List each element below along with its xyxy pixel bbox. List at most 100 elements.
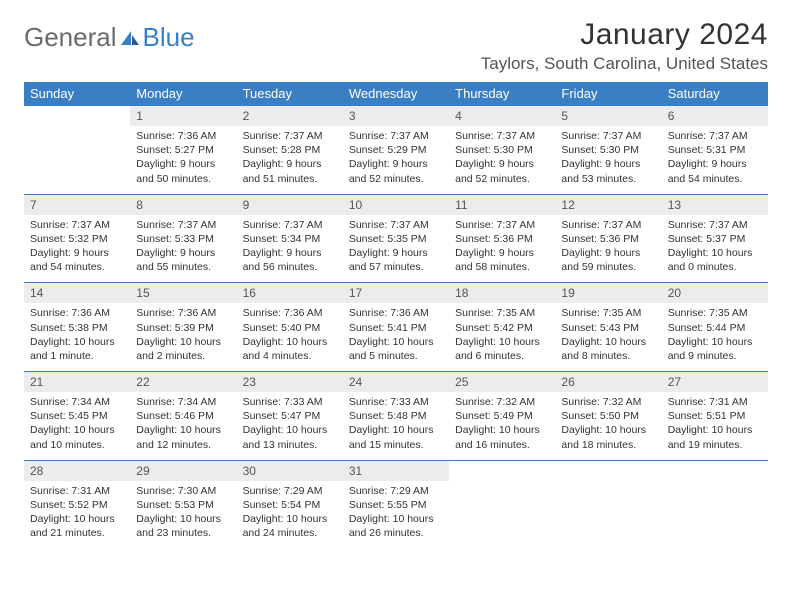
day-number: 30 — [237, 461, 343, 481]
day-details: Sunrise: 7:37 AM Sunset: 5:36 PM Dayligh… — [449, 215, 555, 283]
calendar-cell: 8Sunrise: 7:37 AM Sunset: 5:33 PM Daylig… — [130, 194, 236, 283]
day-text-empty — [662, 481, 768, 492]
day-number: 4 — [449, 106, 555, 126]
day-details: Sunrise: 7:36 AM Sunset: 5:27 PM Dayligh… — [130, 126, 236, 194]
calendar-cell: 27Sunrise: 7:31 AM Sunset: 5:51 PM Dayli… — [662, 372, 768, 461]
day-number: 17 — [343, 283, 449, 303]
calendar-cell: 5Sunrise: 7:37 AM Sunset: 5:30 PM Daylig… — [555, 106, 661, 195]
month-title: January 2024 — [481, 18, 768, 52]
calendar-row: 21Sunrise: 7:34 AM Sunset: 5:45 PM Dayli… — [24, 372, 768, 461]
calendar-cell: 21Sunrise: 7:34 AM Sunset: 5:45 PM Dayli… — [24, 372, 130, 461]
day-number: 10 — [343, 195, 449, 215]
calendar-table: SundayMondayTuesdayWednesdayThursdayFrid… — [24, 82, 768, 548]
day-number-empty — [555, 461, 661, 481]
calendar-cell: 7Sunrise: 7:37 AM Sunset: 5:32 PM Daylig… — [24, 194, 130, 283]
weekday-header: Monday — [130, 82, 236, 106]
weekday-header: Sunday — [24, 82, 130, 106]
calendar-head: SundayMondayTuesdayWednesdayThursdayFrid… — [24, 82, 768, 106]
day-number: 25 — [449, 372, 555, 392]
day-number: 19 — [555, 283, 661, 303]
day-text-empty — [24, 126, 130, 137]
day-number: 8 — [130, 195, 236, 215]
day-details: Sunrise: 7:30 AM Sunset: 5:53 PM Dayligh… — [130, 481, 236, 549]
day-details: Sunrise: 7:37 AM Sunset: 5:28 PM Dayligh… — [237, 126, 343, 194]
calendar-cell: 30Sunrise: 7:29 AM Sunset: 5:54 PM Dayli… — [237, 460, 343, 548]
day-number: 21 — [24, 372, 130, 392]
day-number: 18 — [449, 283, 555, 303]
calendar-cell: 6Sunrise: 7:37 AM Sunset: 5:31 PM Daylig… — [662, 106, 768, 195]
day-details: Sunrise: 7:32 AM Sunset: 5:50 PM Dayligh… — [555, 392, 661, 460]
day-number: 9 — [237, 195, 343, 215]
title-block: January 2024 Taylors, South Carolina, Un… — [481, 18, 768, 74]
calendar-row: 14Sunrise: 7:36 AM Sunset: 5:38 PM Dayli… — [24, 283, 768, 372]
day-details: Sunrise: 7:31 AM Sunset: 5:52 PM Dayligh… — [24, 481, 130, 549]
calendar-cell: 9Sunrise: 7:37 AM Sunset: 5:34 PM Daylig… — [237, 194, 343, 283]
calendar-cell — [449, 460, 555, 548]
day-number: 28 — [24, 461, 130, 481]
day-details: Sunrise: 7:37 AM Sunset: 5:36 PM Dayligh… — [555, 215, 661, 283]
weekday-header: Tuesday — [237, 82, 343, 106]
day-details: Sunrise: 7:37 AM Sunset: 5:30 PM Dayligh… — [555, 126, 661, 194]
location-text: Taylors, South Carolina, United States — [481, 54, 768, 74]
day-number: 31 — [343, 461, 449, 481]
weekday-row: SundayMondayTuesdayWednesdayThursdayFrid… — [24, 82, 768, 106]
day-details: Sunrise: 7:29 AM Sunset: 5:54 PM Dayligh… — [237, 481, 343, 549]
day-number: 2 — [237, 106, 343, 126]
day-number: 13 — [662, 195, 768, 215]
calendar-cell: 25Sunrise: 7:32 AM Sunset: 5:49 PM Dayli… — [449, 372, 555, 461]
calendar-cell: 22Sunrise: 7:34 AM Sunset: 5:46 PM Dayli… — [130, 372, 236, 461]
calendar-cell: 12Sunrise: 7:37 AM Sunset: 5:36 PM Dayli… — [555, 194, 661, 283]
calendar-cell: 1Sunrise: 7:36 AM Sunset: 5:27 PM Daylig… — [130, 106, 236, 195]
logo-sail-icon — [119, 29, 141, 47]
calendar-cell — [555, 460, 661, 548]
day-details: Sunrise: 7:37 AM Sunset: 5:37 PM Dayligh… — [662, 215, 768, 283]
day-text-empty — [449, 481, 555, 492]
day-number: 20 — [662, 283, 768, 303]
day-details: Sunrise: 7:37 AM Sunset: 5:32 PM Dayligh… — [24, 215, 130, 283]
day-number: 27 — [662, 372, 768, 392]
calendar-cell: 2Sunrise: 7:37 AM Sunset: 5:28 PM Daylig… — [237, 106, 343, 195]
day-details: Sunrise: 7:36 AM Sunset: 5:38 PM Dayligh… — [24, 303, 130, 371]
day-details: Sunrise: 7:37 AM Sunset: 5:29 PM Dayligh… — [343, 126, 449, 194]
calendar-row: 7Sunrise: 7:37 AM Sunset: 5:32 PM Daylig… — [24, 194, 768, 283]
day-number: 12 — [555, 195, 661, 215]
day-details: Sunrise: 7:37 AM Sunset: 5:31 PM Dayligh… — [662, 126, 768, 194]
day-number: 24 — [343, 372, 449, 392]
calendar-cell: 14Sunrise: 7:36 AM Sunset: 5:38 PM Dayli… — [24, 283, 130, 372]
day-details: Sunrise: 7:37 AM Sunset: 5:30 PM Dayligh… — [449, 126, 555, 194]
day-number: 3 — [343, 106, 449, 126]
calendar-cell: 28Sunrise: 7:31 AM Sunset: 5:52 PM Dayli… — [24, 460, 130, 548]
day-details: Sunrise: 7:35 AM Sunset: 5:43 PM Dayligh… — [555, 303, 661, 371]
logo: General Blue — [24, 18, 195, 53]
day-details: Sunrise: 7:32 AM Sunset: 5:49 PM Dayligh… — [449, 392, 555, 460]
calendar-cell — [24, 106, 130, 195]
day-details: Sunrise: 7:35 AM Sunset: 5:44 PM Dayligh… — [662, 303, 768, 371]
day-number: 22 — [130, 372, 236, 392]
calendar-cell: 29Sunrise: 7:30 AM Sunset: 5:53 PM Dayli… — [130, 460, 236, 548]
calendar-cell: 20Sunrise: 7:35 AM Sunset: 5:44 PM Dayli… — [662, 283, 768, 372]
day-details: Sunrise: 7:33 AM Sunset: 5:47 PM Dayligh… — [237, 392, 343, 460]
calendar-cell: 17Sunrise: 7:36 AM Sunset: 5:41 PM Dayli… — [343, 283, 449, 372]
calendar-row: 1Sunrise: 7:36 AM Sunset: 5:27 PM Daylig… — [24, 106, 768, 195]
calendar-cell: 11Sunrise: 7:37 AM Sunset: 5:36 PM Dayli… — [449, 194, 555, 283]
day-details: Sunrise: 7:35 AM Sunset: 5:42 PM Dayligh… — [449, 303, 555, 371]
day-number: 15 — [130, 283, 236, 303]
calendar-cell: 18Sunrise: 7:35 AM Sunset: 5:42 PM Dayli… — [449, 283, 555, 372]
logo-text-2: Blue — [143, 22, 195, 53]
day-details: Sunrise: 7:37 AM Sunset: 5:35 PM Dayligh… — [343, 215, 449, 283]
day-number: 26 — [555, 372, 661, 392]
calendar-cell: 31Sunrise: 7:29 AM Sunset: 5:55 PM Dayli… — [343, 460, 449, 548]
weekday-header: Saturday — [662, 82, 768, 106]
calendar-cell: 16Sunrise: 7:36 AM Sunset: 5:40 PM Dayli… — [237, 283, 343, 372]
calendar-cell: 4Sunrise: 7:37 AM Sunset: 5:30 PM Daylig… — [449, 106, 555, 195]
day-number: 16 — [237, 283, 343, 303]
calendar-body: 1Sunrise: 7:36 AM Sunset: 5:27 PM Daylig… — [24, 106, 768, 549]
day-number: 29 — [130, 461, 236, 481]
day-number: 6 — [662, 106, 768, 126]
calendar-cell — [662, 460, 768, 548]
day-details: Sunrise: 7:36 AM Sunset: 5:41 PM Dayligh… — [343, 303, 449, 371]
day-number-empty — [24, 106, 130, 126]
calendar-cell: 23Sunrise: 7:33 AM Sunset: 5:47 PM Dayli… — [237, 372, 343, 461]
day-number: 1 — [130, 106, 236, 126]
calendar-cell: 15Sunrise: 7:36 AM Sunset: 5:39 PM Dayli… — [130, 283, 236, 372]
